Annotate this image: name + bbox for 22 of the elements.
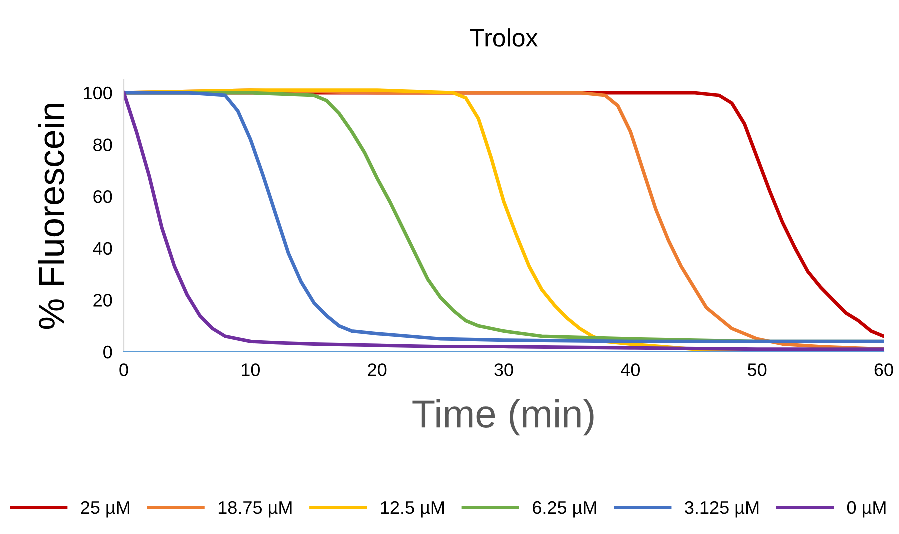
chart-title: Trolox <box>470 28 538 47</box>
x-tick-label: 40 <box>621 364 640 376</box>
y-tick-label: 40 <box>93 242 112 256</box>
legend-label: 18.75 µM <box>218 501 292 518</box>
y-tick-label: 80 <box>94 138 112 152</box>
legend-label: 3.125 µM <box>685 501 759 518</box>
legend-label: 12.5 µM <box>381 501 444 518</box>
y-tick-label: 60 <box>94 190 112 204</box>
y-axis-title: % Fluorescein <box>38 104 65 330</box>
x-tick-label: 20 <box>368 364 387 376</box>
legend-label: 0 µM <box>847 501 886 518</box>
x-tick-label: 10 <box>242 364 260 376</box>
x-tick-label: 0 <box>120 364 128 376</box>
y-tick-label: 20 <box>94 294 112 307</box>
legend-label: 6.25 µM <box>533 501 596 518</box>
y-tick-label: 0 <box>104 346 112 359</box>
x-tick-label: 60 <box>874 364 894 376</box>
legend-label: 25 µM <box>81 501 130 518</box>
y-tick-label: 100 <box>84 86 112 100</box>
x-tick-label: 30 <box>494 364 514 376</box>
x-axis-title: Time (min) <box>412 399 594 436</box>
x-tick-label: 50 <box>748 364 767 376</box>
